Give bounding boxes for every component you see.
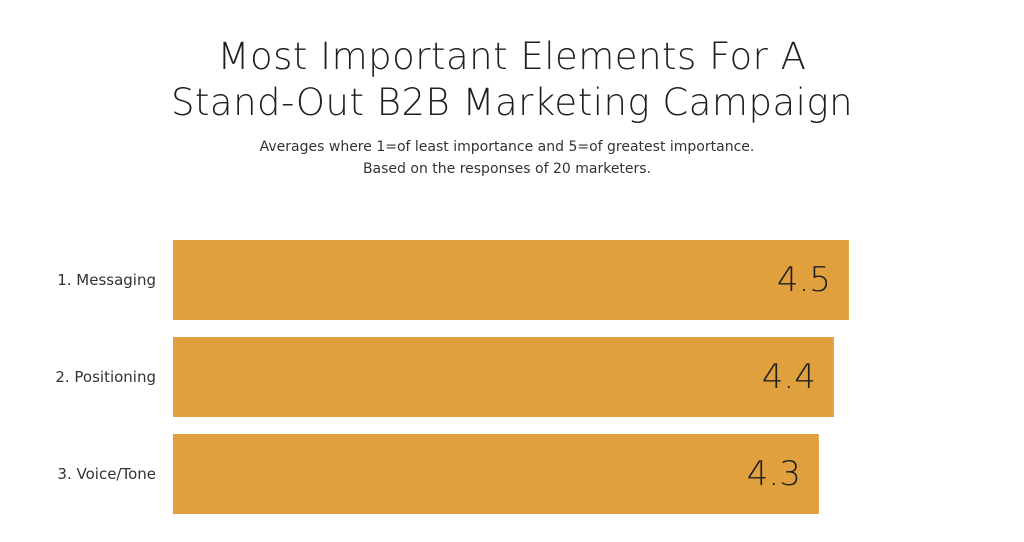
chart-subtitle: Averages where 1=of least importance and… [0, 136, 1014, 180]
chart-subtitle-line-1: Averages where 1=of least importance and… [259, 139, 755, 155]
chart-title-line-1: Most Important Elements For A [217, 35, 807, 78]
category-label-voice-tone: 3. Voice/Tone [57, 465, 156, 483]
chart-subtitle-line-2: Based on the responses of 20 marketers. [362, 161, 652, 177]
bar-positioning [173, 337, 834, 417]
value-label-messaging: 4.5 [777, 260, 831, 300]
category-label-positioning: 2. Positioning [55, 368, 156, 386]
category-label-messaging: 1. Messaging [57, 271, 156, 289]
value-label-positioning: 4.4 [762, 357, 816, 397]
bar-messaging [173, 240, 849, 320]
bar-voice-tone [173, 434, 819, 514]
chart-title: Most Important Elements For A Stand-Out … [0, 34, 1024, 126]
value-label-voice-tone: 4.3 [747, 454, 801, 494]
chart-title-line-2: Stand-Out B2B Marketing Campaign [170, 81, 854, 124]
